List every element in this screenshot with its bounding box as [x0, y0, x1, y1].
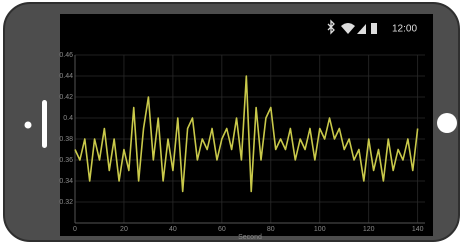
y-tick-label: 0.38 [59, 136, 73, 143]
y-tick-label: 0.36 [59, 157, 73, 164]
battery-icon [371, 23, 377, 34]
x-tick-label: 100 [314, 226, 326, 233]
home-button[interactable] [437, 113, 457, 133]
x-tick-label: 20 [120, 226, 128, 233]
phone-speaker [42, 100, 47, 148]
y-tick-label: 0.32 [59, 199, 73, 206]
x-tick-label: 40 [169, 226, 177, 233]
y-tick-label: 0.4 [63, 115, 73, 122]
x-tick-label: 60 [218, 226, 226, 233]
y-tick-label: 0.46 [59, 52, 73, 59]
screen [60, 14, 433, 236]
x-tick-label: 120 [363, 226, 375, 233]
x-tick-label: 80 [267, 226, 275, 233]
y-tick-label: 0.42 [59, 94, 73, 101]
x-tick-label: 0 [73, 226, 77, 233]
x-tick-label: 140 [412, 226, 424, 233]
x-axis-label: Second [238, 234, 262, 241]
phone-screenshot: 12:00 0.32 0.34 0.36 0.38 0.4 0.42 0.44 0.46 0 20… [0, 0, 465, 245]
phone-sensor [25, 122, 32, 129]
y-tick-label: 0.44 [59, 73, 73, 80]
y-tick-label: 0.34 [59, 178, 73, 185]
status-time: 12:00 [392, 24, 417, 35]
